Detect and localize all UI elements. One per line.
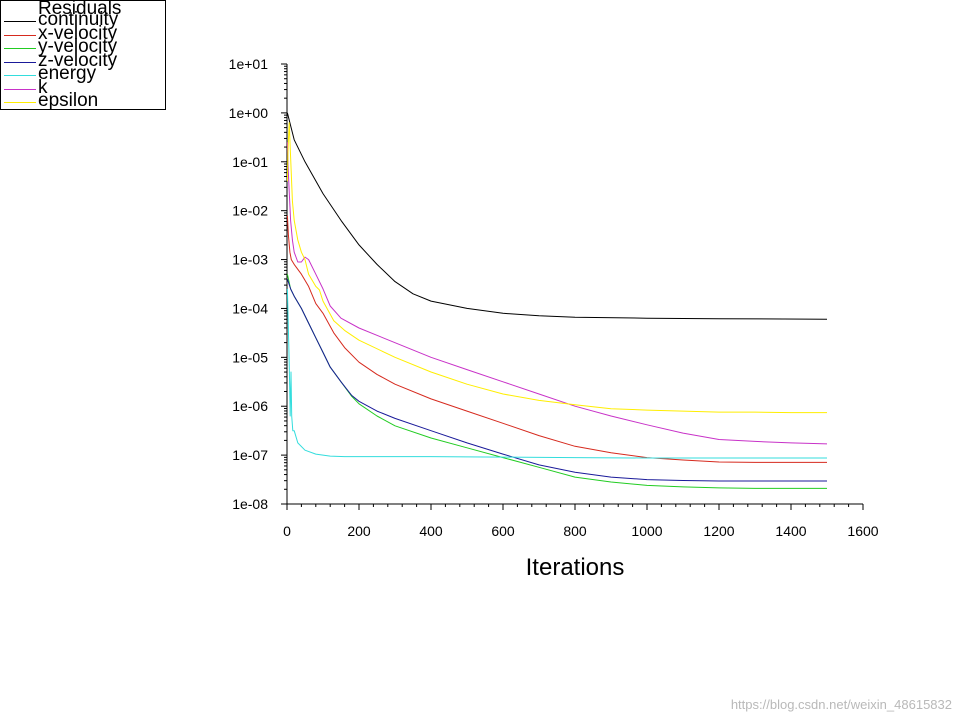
legend-label: z-velocity (38, 49, 118, 71)
series-line-z-velocity (286, 278, 827, 482)
legend-item-y-velocity: y-velocity (1, 37, 167, 56)
x-tick-label: 200 (347, 523, 371, 539)
x-tick-label: 800 (563, 523, 587, 539)
legend-swatch (4, 61, 36, 63)
x-tick-label: 1400 (775, 523, 806, 539)
legend-swatch (4, 21, 36, 22)
series-line-energy (286, 288, 827, 459)
legend-label: continuity (38, 9, 119, 30)
x-tick-label: 1200 (703, 523, 734, 539)
series-lines (286, 112, 828, 489)
legend-swatch (4, 48, 36, 49)
y-axis: 1e+01 1e+00 1e-01 1e-02 1e-03 1e-04 1e-05 1e-06… (229, 56, 288, 512)
y-tick-label: 1e-08 (232, 496, 268, 512)
legend-item-energy: energy (1, 64, 167, 83)
y-tick-label: 1e-02 (232, 203, 268, 219)
legend-swatch (4, 75, 36, 76)
y-tick-label: 1e+00 (229, 105, 269, 121)
y-tick-label: 1e-01 (232, 154, 268, 170)
x-axis-label: Iterations (526, 554, 625, 581)
legend-swatch (4, 34, 36, 36)
series-line-continuity (286, 112, 828, 320)
legend-title: Residuals (38, 0, 122, 19)
series-line-x-velocity (286, 215, 827, 463)
legend-item-z-velocity: z-velocity (1, 51, 167, 70)
legend-label: epsilon (38, 90, 99, 111)
legend-swatch (4, 88, 36, 90)
x-axis: 0 200 400 600 800 1000 1200 1400 1600 (283, 503, 879, 539)
x-tick-label: 0 (283, 523, 291, 539)
series-line-k (286, 142, 828, 445)
x-tick-label: 600 (491, 523, 515, 539)
legend: Residuals continuity x-velocity y-velocity… (0, 0, 166, 110)
legend-swatch (4, 102, 36, 103)
legend-label: k (38, 76, 48, 98)
legend-label: x-velocity (38, 22, 118, 44)
legend-label: y-velocity (38, 36, 118, 57)
y-tick-label: 1e-06 (232, 398, 268, 414)
y-tick-label: 1e-03 (232, 252, 268, 268)
y-tick-label: 1e-04 (232, 300, 268, 316)
watermark: https://blog.csdn.net/weixin_48615832 (730, 697, 952, 712)
x-tick-label: 1600 (847, 523, 878, 539)
legend-item-x-velocity: x-velocity (1, 24, 167, 43)
x-tick-label: 1000 (631, 523, 662, 539)
legend-label: energy (38, 63, 97, 84)
legend-item-k: k (1, 78, 167, 97)
y-tick-label: 1e+01 (229, 56, 269, 72)
x-tick-label: 400 (419, 523, 443, 539)
legend-item-continuity: continuity (1, 10, 167, 29)
legend-item-epsilon: epsilon (1, 91, 167, 110)
y-tick-label: 1e-07 (232, 447, 268, 463)
y-tick-label: 1e-05 (232, 349, 268, 365)
series-line-epsilon (286, 122, 827, 414)
